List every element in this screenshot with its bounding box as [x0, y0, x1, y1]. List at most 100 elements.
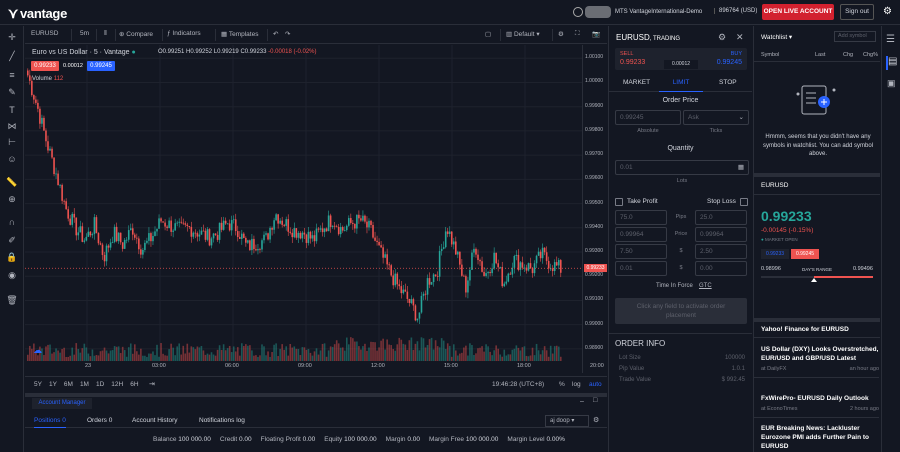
col-last[interactable]: Last: [815, 52, 826, 58]
pattern-icon[interactable]: ⋈: [7, 121, 17, 131]
layout-selector[interactable]: ▥ Default ▾: [506, 31, 540, 38]
chart-settings-icon[interactable]: ⚙: [558, 31, 564, 38]
buy-button[interactable]: BUY 0.99245: [687, 48, 747, 70]
tab-stop[interactable]: STOP: [719, 79, 737, 86]
news-item[interactable]: EUR Breaking News: Lackluster Eurozone P…: [761, 424, 879, 451]
open-live-account-button[interactable]: OPEN LIVE ACCOUNT: [762, 4, 834, 20]
chart-buy-button[interactable]: 0.99245: [87, 61, 115, 71]
ruler-icon[interactable]: 📏: [6, 177, 18, 187]
fib-icon[interactable]: ≡: [9, 70, 15, 80]
cloud-icon[interactable]: ☁: [33, 346, 42, 356]
brush-icon[interactable]: ✎: [8, 87, 16, 97]
range-button-1m[interactable]: 1M: [79, 381, 89, 388]
candlestick-chart[interactable]: ☁: [25, 45, 582, 373]
details-panel-icon[interactable]: ▤: [888, 56, 898, 67]
tab-positions[interactable]: Positions 0: [34, 417, 66, 428]
log-toggle[interactable]: log: [572, 381, 581, 388]
time-in-force-value[interactable]: GTC: [699, 283, 712, 289]
trade-close-icon[interactable]: ✕: [736, 32, 744, 42]
compare-button[interactable]: ⊕ Compare: [119, 30, 153, 38]
lock-icon[interactable]: 🔒: [6, 252, 18, 262]
measure-icon[interactable]: ⊢: [8, 137, 16, 147]
take-profit-input[interactable]: 75.0: [615, 210, 667, 225]
trend-line-icon[interactable]: ╱: [9, 51, 15, 61]
watchlist-selector[interactable]: Watchlist ▾: [761, 34, 793, 41]
settings-gear-icon[interactable]: ⚙: [883, 6, 892, 17]
add-symbol-input[interactable]: Add symbol: [834, 31, 876, 42]
undo-icon[interactable]: ↶: [273, 31, 279, 38]
emoji-icon[interactable]: ☺: [7, 154, 17, 164]
account-settings-icon[interactable]: ⚙: [593, 417, 600, 424]
crosshair-icon[interactable]: ✛: [8, 32, 16, 42]
stop-loss-input[interactable]: 0.99964: [695, 227, 747, 242]
stop-loss-checkbox[interactable]: [740, 198, 748, 206]
maximize-panel-icon[interactable]: □: [593, 397, 598, 404]
range-button-5y[interactable]: 5Y: [34, 381, 42, 388]
place-order-button[interactable]: Click any field to activate order placem…: [615, 298, 747, 324]
calculator-icon[interactable]: ▦: [737, 164, 744, 171]
candle-body: [366, 221, 368, 228]
chart-sell-button[interactable]: 0.99233: [31, 61, 59, 71]
symbol-search[interactable]: EURUSD: [31, 30, 59, 37]
zoom-in-icon[interactable]: ⊕: [8, 194, 16, 204]
volume-bar: [469, 343, 471, 361]
order-price-input[interactable]: 0.99245: [615, 110, 681, 125]
time-axis[interactable]: 23 03:00 06:00 09:00 12:00 15:00 18:00 20:00: [25, 361, 604, 375]
sell-button[interactable]: SELL 0.99233: [615, 48, 675, 70]
price-axis[interactable]: 1.00100 1.00000 0.99900 0.99800 0.99700 0.996…: [582, 45, 607, 373]
interval-selector[interactable]: 5m: [80, 30, 90, 37]
account-selector[interactable]: aj doop ▾: [545, 415, 589, 427]
lock-drawing-icon[interactable]: ✐: [8, 235, 16, 245]
auto-toggle[interactable]: auto: [589, 381, 602, 388]
col-symbol[interactable]: Symbol: [761, 52, 780, 58]
range-button-1y[interactable]: 1Y: [48, 381, 57, 388]
range-button-6m[interactable]: 6M: [63, 381, 73, 388]
news-item[interactable]: FxWirePro- EURUSD Daily Outlook at EconoT…: [753, 394, 879, 418]
camera-icon[interactable]: 📷: [592, 31, 601, 38]
fullscreen-icon[interactable]: ▢: [485, 31, 492, 38]
user-avatar-icon[interactable]: [573, 7, 583, 17]
stop-loss-input[interactable]: 25.0: [695, 210, 747, 225]
tab-market[interactable]: MARKET: [623, 79, 651, 86]
quantity-input[interactable]: 0.01 ▦: [615, 160, 749, 175]
fullscreen-expand-icon[interactable]: ⛶: [575, 30, 580, 37]
tab-limit[interactable]: LIMIT: [659, 74, 703, 92]
indicators-button[interactable]: ƒ Indicators: [167, 30, 201, 37]
account-server-name[interactable]: MTS VantageInternational-Demo: [615, 9, 703, 15]
order-price-mode-select[interactable]: Ask ⌄: [683, 110, 749, 125]
watchlist-list-icon[interactable]: ☰: [886, 34, 895, 45]
range-button-6h[interactable]: 6H: [130, 381, 139, 388]
range-button-12h[interactable]: 12H: [111, 381, 124, 388]
visibility-eye-icon[interactable]: ◉: [8, 270, 16, 280]
brand-logo[interactable]: ⋎ vantage: [8, 5, 67, 22]
stop-loss-input[interactable]: 2.50: [695, 244, 747, 259]
tab-notifications-log[interactable]: Notifications log: [199, 417, 245, 424]
goto-date-icon[interactable]: ⇥: [149, 381, 155, 388]
data-window-icon[interactable]: ▣: [887, 78, 896, 88]
redo-icon[interactable]: ↷: [285, 31, 291, 38]
percent-toggle[interactable]: %: [559, 381, 565, 388]
magnet-icon[interactable]: ∩: [8, 217, 16, 227]
take-profit-input[interactable]: 0.01: [615, 261, 667, 276]
take-profit-input[interactable]: 7.50: [615, 244, 667, 259]
range-button-1d[interactable]: 1D: [95, 381, 105, 388]
stop-loss-input[interactable]: 0.00: [695, 261, 747, 276]
take-profit-checkbox[interactable]: [615, 198, 623, 206]
account-manager-tab[interactable]: Account Manager: [32, 398, 92, 409]
minimize-panel-icon[interactable]: ‒: [580, 398, 584, 405]
tab-orders[interactable]: Orders 0: [87, 417, 112, 424]
tab-account-history[interactable]: Account History: [132, 417, 178, 424]
take-profit-input[interactable]: 0.99964: [615, 227, 667, 242]
col-chg-pct[interactable]: Chg%: [863, 52, 878, 58]
trash-icon[interactable]: 🗑: [6, 295, 18, 305]
col-chg[interactable]: Chg: [843, 52, 854, 58]
news-item[interactable]: US Dollar (DXY) Looks Overstretched, EUR…: [753, 345, 879, 378]
trade-settings-icon[interactable]: ⚙: [718, 32, 727, 42]
text-tool-icon[interactable]: T: [9, 105, 15, 115]
sign-out-button[interactable]: Sign out: [840, 4, 874, 20]
account-id[interactable]: 896764 (USD): [714, 8, 757, 14]
timezone-clock[interactable]: 19:46:28 (UTC+8): [492, 381, 545, 388]
candle-style-icon[interactable]: ⫴: [104, 30, 107, 37]
templates-button[interactable]: ▦ Templates: [221, 30, 258, 38]
chart-canvas[interactable]: ☁: [25, 45, 582, 373]
